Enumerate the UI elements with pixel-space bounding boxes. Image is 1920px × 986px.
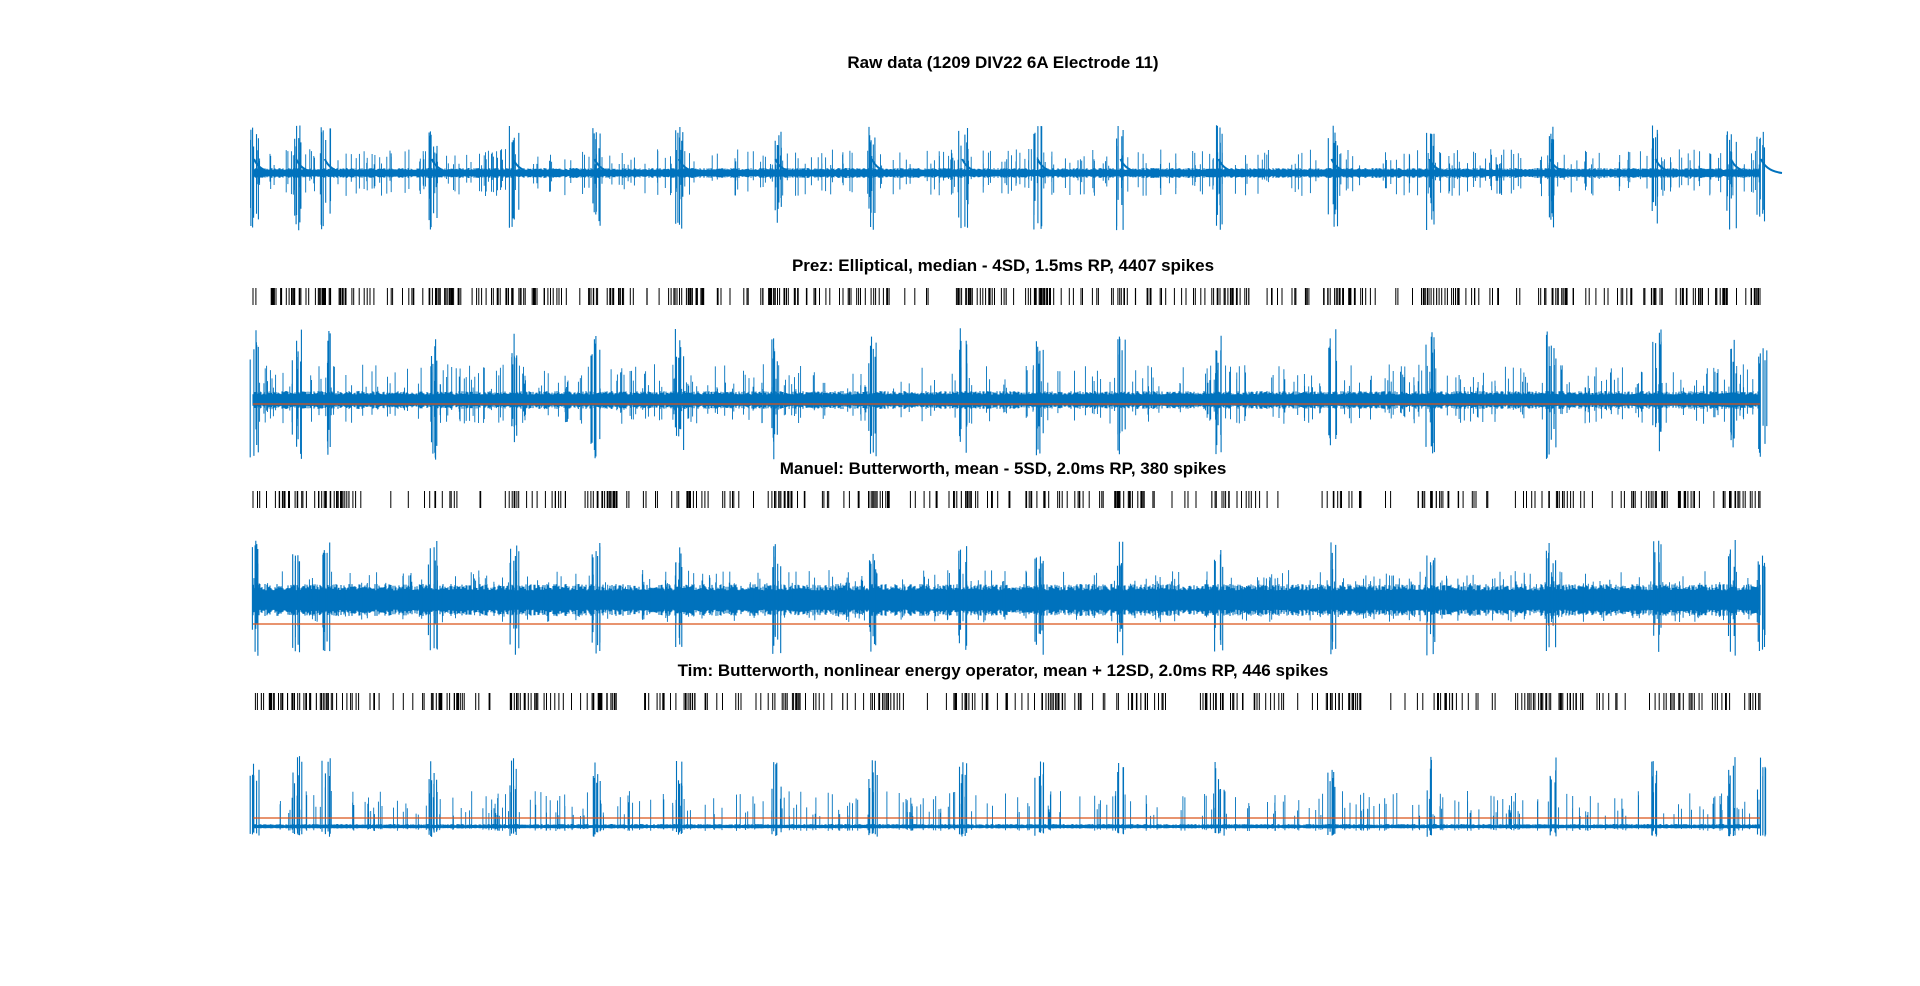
manuel-spike-raster — [252, 491, 1761, 508]
tim-raster-title: Tim: Butterworth, nonlinear energy opera… — [678, 661, 1329, 680]
prez-spike-raster — [252, 288, 1761, 305]
elliptical-filtered-trace — [249, 328, 1768, 460]
prez-raster-title: Prez: Elliptical, median - 4SD, 1.5ms RP… — [792, 256, 1214, 275]
spike-ticks — [252, 491, 1761, 508]
burst-recovery — [253, 158, 1783, 174]
burst-spikes — [249, 328, 1768, 460]
burst-spikes — [251, 540, 1766, 656]
raw-data-title: Raw data (1209 DIV22 6A Electrode 11) — [847, 53, 1158, 72]
burst-spikes — [249, 756, 1767, 837]
burst-spikes — [250, 125, 1766, 231]
small-spikes — [252, 149, 1760, 197]
tim-spike-raster — [254, 693, 1761, 710]
manuel-raster-title: Manuel: Butterworth, mean - 5SD, 2.0ms R… — [780, 459, 1227, 478]
butterworth-filtered-trace — [251, 540, 1766, 656]
spike-ticks — [254, 693, 1761, 710]
spike-ticks — [252, 288, 1761, 305]
nonlinear-energy-trace — [249, 756, 1767, 837]
raw-data-trace — [250, 125, 1783, 231]
